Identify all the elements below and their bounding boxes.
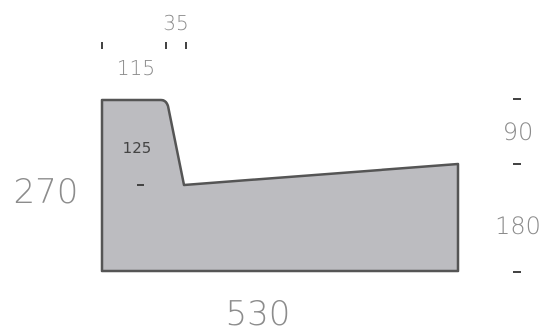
dim-overall-height: 270 — [14, 172, 79, 212]
dim-top-chamfer: 35 — [163, 11, 188, 35]
dim-right-lower: 180 — [495, 212, 541, 240]
dim-inner-height: 125 — [123, 139, 152, 157]
right-tick-marks — [513, 98, 521, 273]
dim-top-flat: 115 — [117, 56, 155, 80]
profile-shape — [100, 98, 460, 273]
dim-overall-width: 530 — [226, 294, 291, 333]
top-tick-marks — [101, 42, 187, 49]
dim-right-upper: 90 — [503, 118, 534, 146]
